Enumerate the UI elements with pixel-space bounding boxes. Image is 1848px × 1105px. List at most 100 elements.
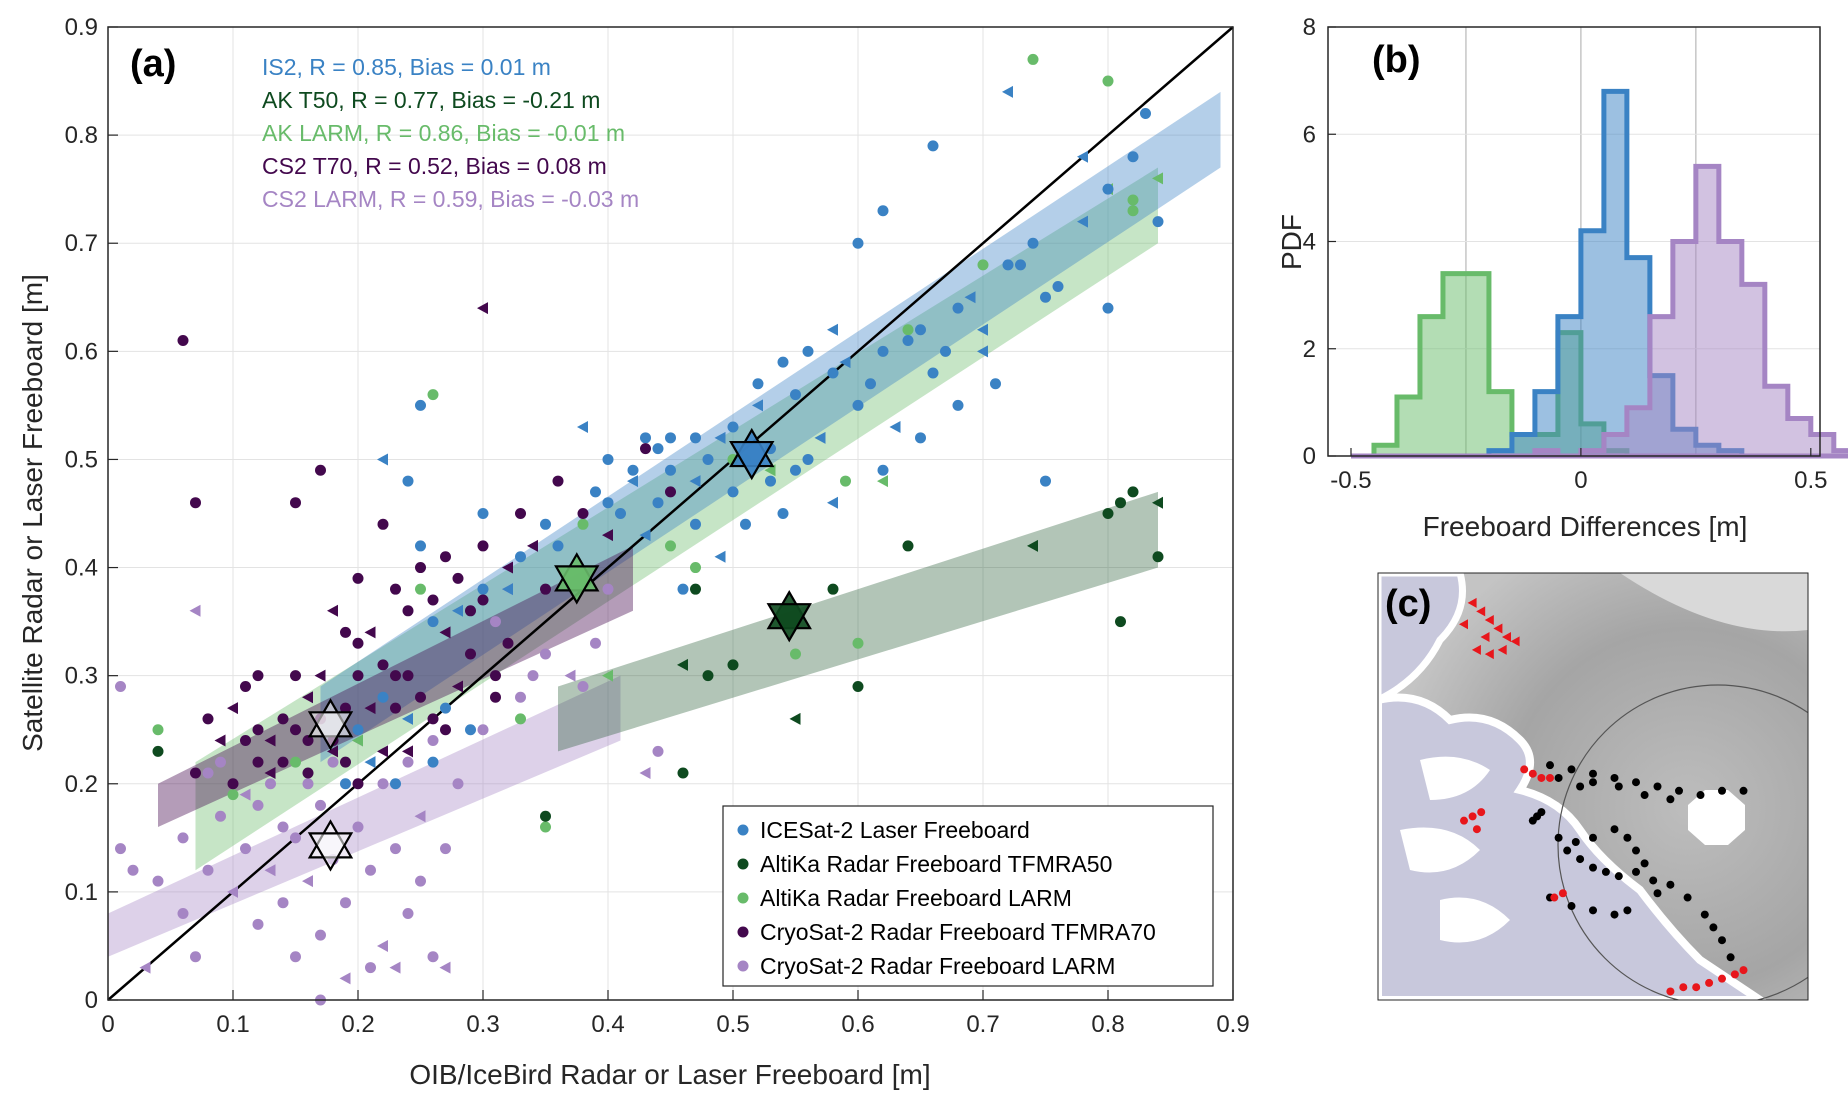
data-point-cs2_larm: [452, 778, 464, 790]
track-point-red: [1739, 966, 1748, 975]
data-point-is2: [377, 691, 389, 703]
data-point-cs2_t70: [264, 766, 276, 779]
data-point-is2: [865, 378, 876, 390]
data-point-cs2_larm: [577, 680, 589, 692]
track-point: [1623, 833, 1632, 842]
data-point-is2: [640, 432, 651, 444]
data-point-ak_larm: [515, 713, 526, 725]
y-tick-label: 0: [85, 987, 98, 1014]
x-tick-label: 0.7: [966, 1011, 999, 1038]
x-tick-label: -0.5: [1330, 467, 1371, 494]
data-point-is2: [714, 431, 726, 444]
histogram-x-axis-label: Freeboard Differences [m]: [1423, 511, 1748, 542]
track-point: [1718, 786, 1726, 795]
data-point-cs2_t70: [302, 735, 314, 747]
data-point-cs2_larm: [639, 766, 651, 779]
data-point-is2: [977, 323, 988, 336]
data-point-is2: [452, 604, 463, 617]
data-point-cs2_t70: [290, 670, 301, 682]
data-point-cs2_t70: [390, 670, 401, 682]
data-point-cs2_t70: [377, 659, 389, 671]
data-point-is2: [415, 540, 426, 552]
data-point-is2: [427, 756, 439, 768]
histogram-tick-labels: -0.5 0 0.5 0 2 4 6 8: [1303, 14, 1828, 494]
data-point-cs2_larm: [540, 648, 551, 660]
mean-star-ak_larm: [554, 565, 600, 605]
data-point-is2: [727, 421, 739, 433]
data-point-is2: [665, 464, 676, 476]
track-point-red: [1468, 812, 1477, 821]
data-point-is2: [740, 518, 751, 530]
data-point-is2: [377, 453, 388, 466]
map-land-greenland: [1378, 573, 1466, 704]
data-point-ak_t50: [1115, 616, 1126, 628]
data-point-cs2_t70: [515, 508, 526, 519]
data-point-cs2_larm: [477, 724, 489, 736]
data-point-cs2_t70: [577, 508, 589, 519]
track-point: [1653, 889, 1662, 898]
data-point-cs2_t70: [302, 691, 313, 704]
data-point-cs2_t70: [390, 702, 401, 714]
data-point-is2: [1040, 291, 1051, 303]
data-point-cs2_t70: [502, 637, 514, 649]
track-point-red: [1471, 644, 1481, 655]
data-point-cs2_t70: [377, 745, 388, 758]
data-point-ak_t50: [852, 680, 864, 692]
data-point-cs2_t70: [190, 767, 201, 779]
data-point-is2: [777, 356, 789, 368]
track-point: [1610, 773, 1619, 782]
data-point-cs2_t70: [402, 745, 413, 758]
map-channel: [1420, 756, 1490, 800]
data-point-ak_t50: [690, 583, 701, 595]
data-point-ak_larm: [790, 648, 801, 660]
data-point-ak_t50: [702, 670, 714, 682]
track-point: [1700, 910, 1709, 919]
data-point-ak_larm: [1152, 172, 1163, 185]
data-point-cs2_larm: [339, 972, 351, 985]
track-point-red: [1484, 649, 1494, 660]
data-point-cs2_t70: [252, 670, 264, 682]
track-point: [1589, 769, 1597, 778]
data-point-cs2_larm: [277, 821, 289, 833]
y-tick-label: 4: [1303, 229, 1316, 256]
scatter-tick-labels: 0 0.1 0.2 0.3 0.4 0.5 0.6 0.7 0.8 0.9 0 0.1 0.2 0.3 0.…: [65, 14, 1250, 1038]
data-point-is2: [602, 497, 614, 509]
data-point-is2: [590, 486, 601, 498]
data-point-is2: [677, 583, 689, 595]
data-point-cs2_t70: [402, 670, 414, 682]
data-point-is2: [615, 508, 626, 519]
legend-marker-ak_larm: [737, 892, 749, 904]
data-point-ak_t50: [1027, 539, 1038, 552]
data-point-cs2_larm: [377, 939, 388, 952]
data-point-is2: [714, 550, 726, 563]
data-point-cs2_larm: [390, 843, 401, 855]
data-point-is2: [952, 399, 964, 411]
y-tick-label: 0: [1303, 443, 1316, 470]
data-point-cs2_t70: [290, 724, 301, 736]
track-point-red: [1666, 987, 1675, 996]
data-point-is2: [415, 399, 426, 411]
track-point: [1739, 786, 1748, 795]
data-point-cs2_larm: [302, 778, 314, 790]
data-point-cs2_t70: [252, 724, 264, 736]
data-point-cs2_larm: [265, 778, 276, 790]
track-point: [1614, 872, 1623, 881]
data-point-is2: [477, 583, 489, 595]
data-point-is2: [502, 583, 513, 596]
data-point-cs2_t70: [640, 443, 651, 455]
data-point-cs2_t70: [340, 702, 351, 714]
y-tick-label: 2: [1303, 336, 1316, 363]
data-point-is2: [802, 453, 814, 465]
data-point-ak_larm: [352, 734, 363, 747]
track-point: [1554, 773, 1563, 782]
data-point-cs2_larm: [215, 756, 226, 768]
data-point-cs2_t70: [240, 680, 251, 692]
legend-box: [722, 805, 1214, 987]
x-tick-label: 0.8: [1091, 1011, 1124, 1038]
data-point-cs2_t70: [352, 670, 364, 682]
track-point: [1563, 846, 1572, 855]
data-point-cs2_t70: [315, 464, 326, 476]
track-point-red: [1705, 978, 1714, 987]
scatter-panel: 0 0.1 0.2 0.3 0.4 0.5 0.6 0.7 0.8 0.9 0 0.1 0.2 0.3 0.…: [17, 14, 1250, 1090]
data-point-is2: [839, 356, 851, 369]
